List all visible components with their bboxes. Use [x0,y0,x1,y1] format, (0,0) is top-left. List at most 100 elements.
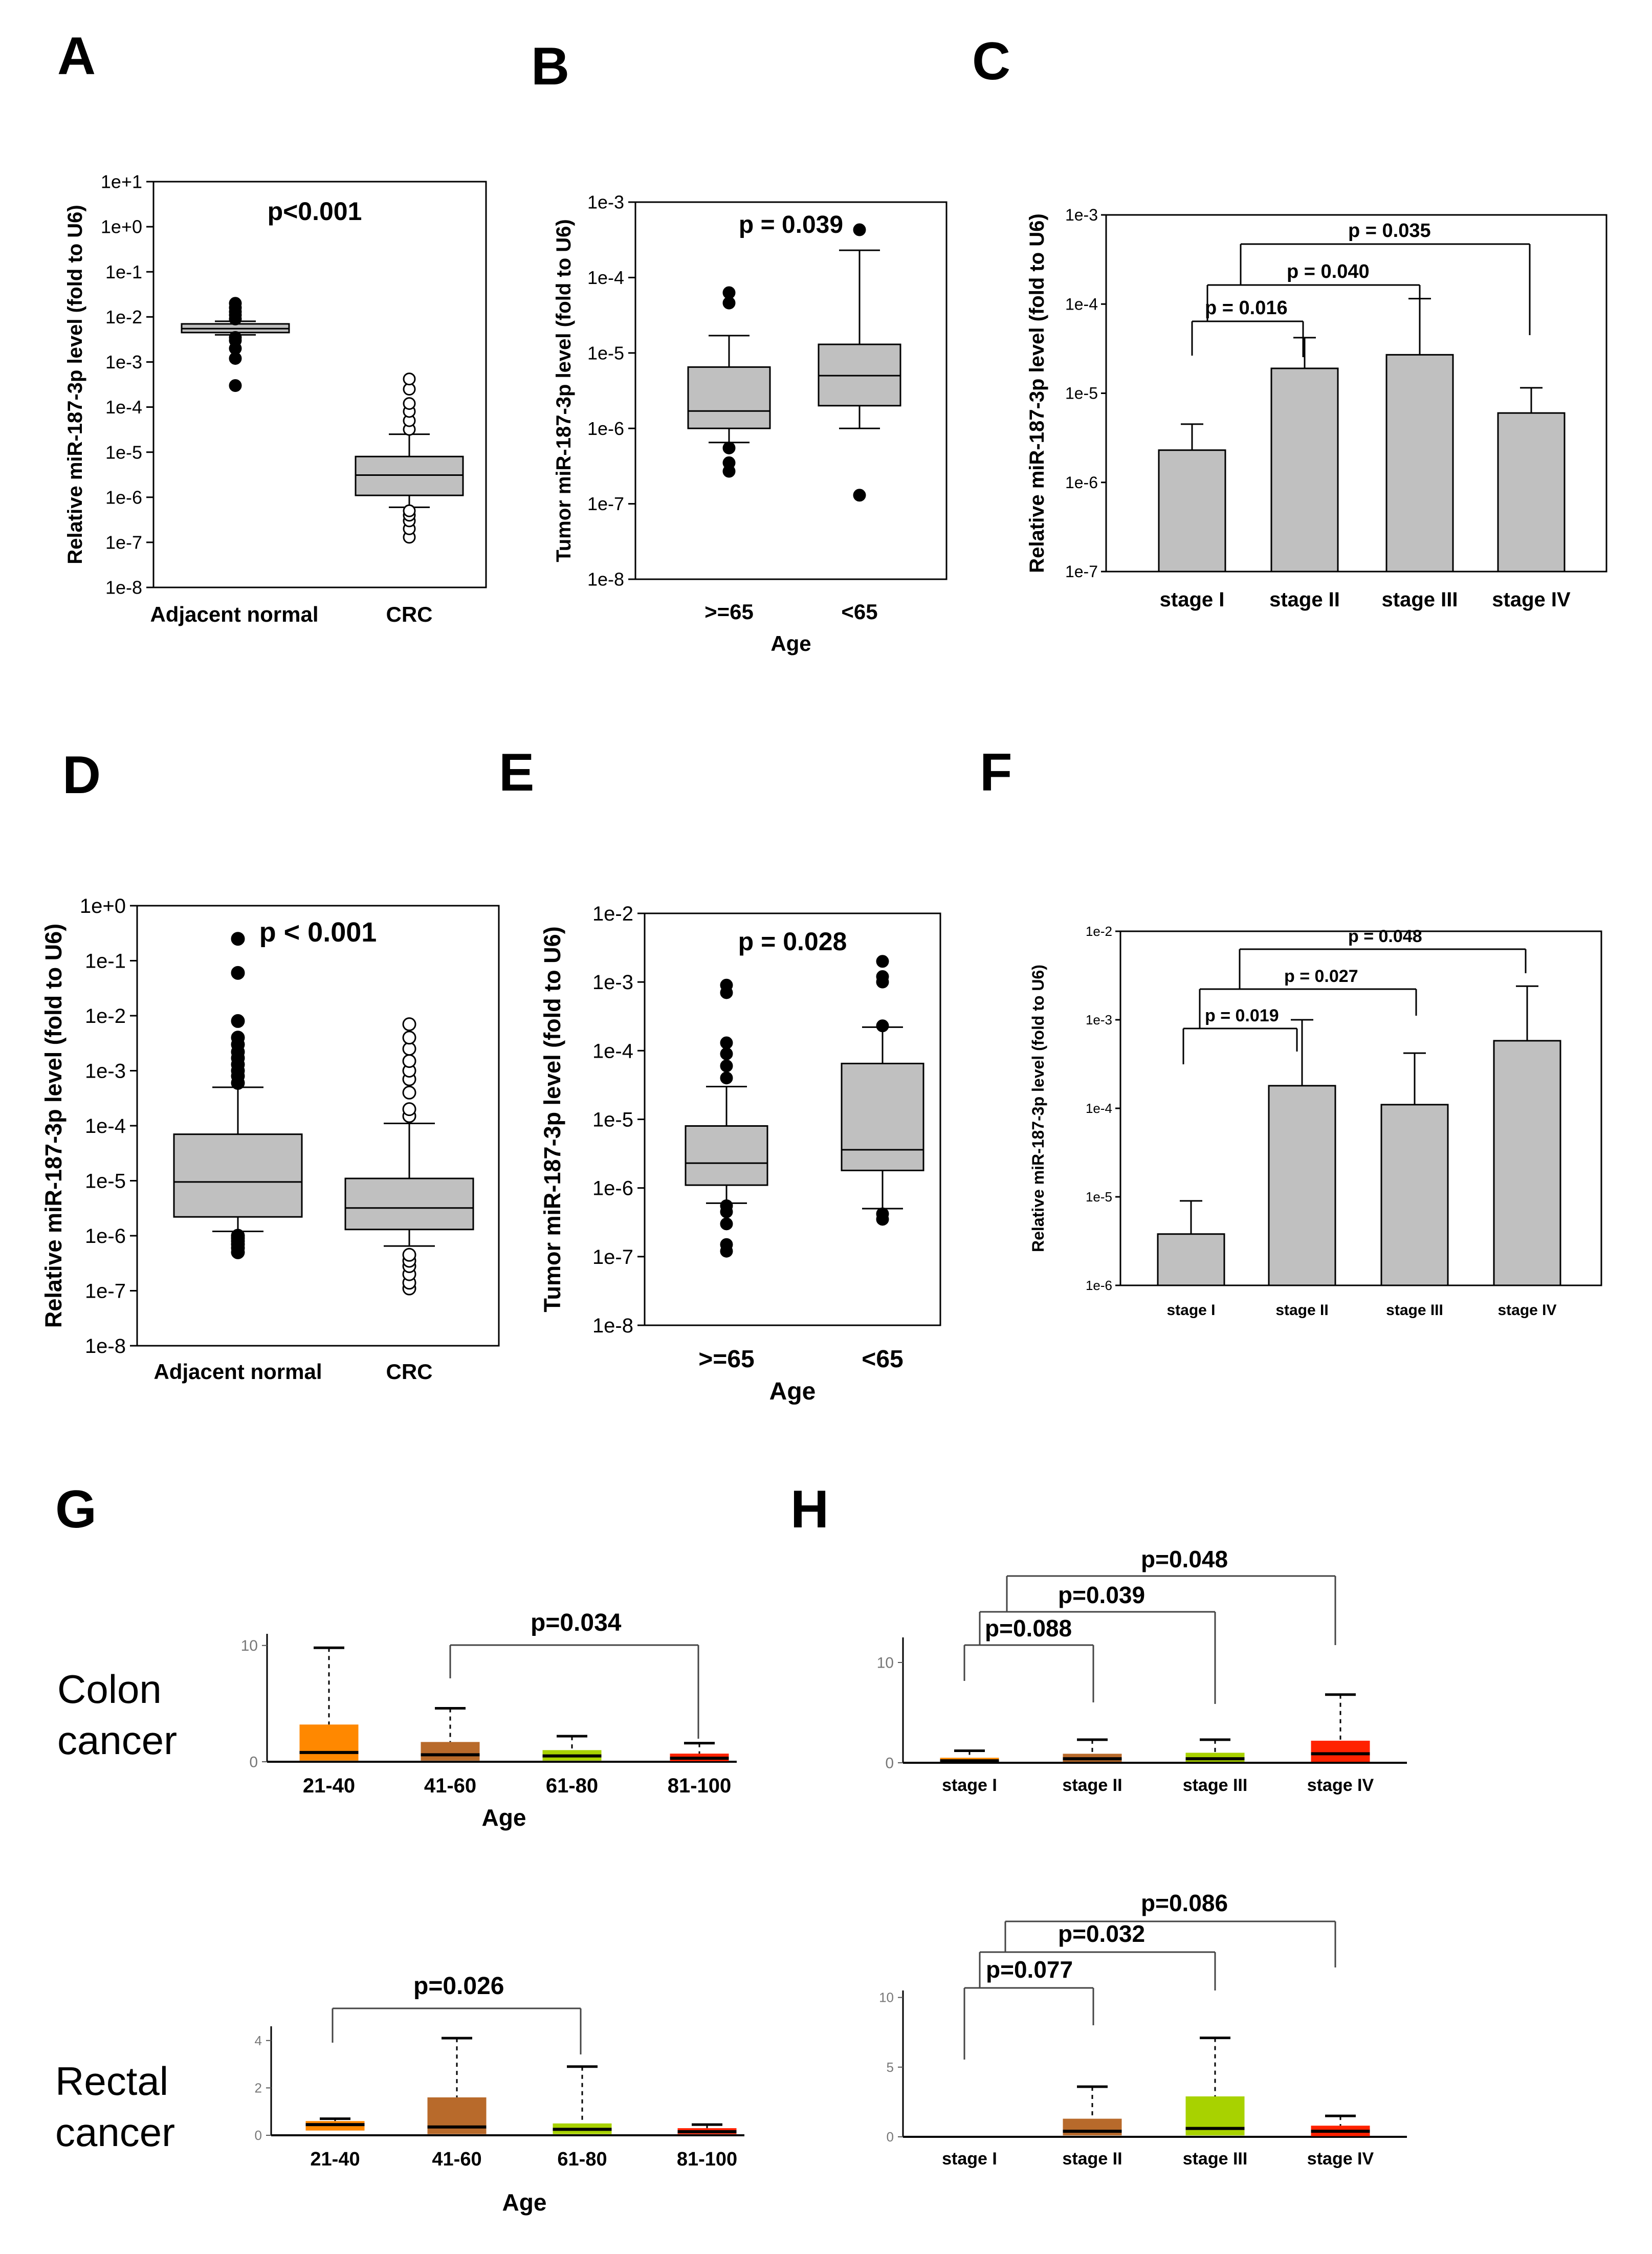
panel-b-ytick-label: 1e-8 [587,569,624,590]
panel-b-outlier [722,286,736,299]
panel-e-xlabel: Age [769,1378,816,1405]
panel-a-ytick-label: 1e+1 [101,171,142,192]
panel-g-colon-category-label: 81-100 [668,1775,732,1797]
panel-a-ytick-label: 1e-1 [105,261,142,282]
panel-label-h: H [790,1480,829,1539]
panel-e-outlier [720,1199,733,1213]
panel-d-outlier [402,1042,416,1056]
panel-h-rectal-category-label: stage IV [1307,2149,1374,2169]
panel-h-rectal-category-label: stage III [1183,2149,1248,2169]
panel-d-ytick-label: 1e-1 [85,950,126,973]
panel-g-rectal-category-label: 81-100 [677,2149,737,2170]
panel-c-category-label: stage III [1382,588,1458,611]
panel-f-comparison-label: p = 0.048 [1348,927,1422,946]
panel-h-colon-category-label: stage I [942,1776,997,1795]
panel-d-outlier [231,1229,245,1243]
panel-e-outlier [720,1238,733,1251]
panel-e-p-value: p = 0.028 [738,927,847,956]
panel-e-outlier [720,1217,733,1231]
panel-f-comparison-label: p = 0.027 [1284,967,1358,986]
panel-h-colon-comparison-label: p=0.039 [1058,1582,1145,1608]
panel-d-ytick-label: 1e-5 [85,1170,126,1193]
panel-h-colon-category-label: stage IV [1307,1776,1374,1795]
panel-a-category-label: CRC [386,602,433,626]
panel-e-outlier [876,955,889,968]
panel-a-outlier [229,297,242,310]
panel-g-colon-comparison-label: p=0.034 [531,1609,622,1636]
panel-d-ytick-label: 1e+0 [80,895,126,917]
panel-c-ytick-label: 1e-3 [1065,206,1098,224]
panel-d-outlier [402,1085,416,1100]
panel-a-box [355,455,464,496]
row-label-colon-1: Colon [57,1667,162,1712]
panel-c-comparison-label: p = 0.035 [1348,220,1431,242]
panel-c-category-label: stage II [1269,588,1340,611]
panel-f-ytick-label: 1e-5 [1086,1189,1112,1205]
panel-b-ylabel: Tumor miR-187-3p level (fold to U6) [553,219,575,562]
panel-a-category-label: Adjacent normal [150,602,318,626]
panel-b-ytick-label: 1e-7 [587,493,624,514]
panel-h-rectal-ytick-label: 0 [887,2129,894,2144]
panel-b-xlabel: Age [770,631,811,655]
panel-f-bar [1268,1085,1336,1286]
panel-e-ytick-label: 1e-3 [592,971,633,994]
panel-label-e: E [499,743,534,802]
panel-d-outlier [231,1031,245,1045]
panel-d-category-label: CRC [386,1360,433,1384]
panel-b-category-label: <65 [841,600,877,624]
panel-e-ylabel: Tumor miR-187-3p level (fold to U6) [539,926,565,1312]
panel-f-ylabel: Relative miR-187-3p level (fold to U6) [1029,965,1047,1252]
panel-g-rectal-ytick-label: 0 [255,2128,262,2143]
panel-f-ytick-label: 1e-4 [1086,1101,1112,1116]
row-label-colon-2: cancer [57,1718,177,1763]
panel-d-ytick-label: 1e-8 [85,1335,126,1358]
panel-e-ytick-label: 1e-8 [592,1315,633,1337]
panel-b-outlier [853,489,866,502]
panel-h-rectal-ytick-label: 5 [887,2060,894,2075]
panel-e-outlier [720,1059,733,1073]
panel-h-rectal-ytick-label: 10 [879,1990,894,2005]
panel-g-rectal-box [427,2097,487,2134]
panel-d-frame [136,905,500,1347]
panel-d-outlier [231,932,245,946]
panel-e-ytick-label: 1e-6 [592,1177,633,1200]
panel-label-b: B [531,37,569,96]
panel-b-ytick-label: 1e-5 [587,342,624,363]
panel-a-ytick-label: 1e-8 [105,577,142,598]
panel-h-rectal-comparison-label: p=0.077 [986,1956,1073,1983]
panel-c-ytick-label: 1e-7 [1065,562,1098,581]
row-label-rectal-1: Rectal [55,2059,168,2104]
panel-c-ytick-label: 1e-4 [1065,295,1098,313]
panel-b-box [687,366,771,429]
panel-d-outlier [402,1054,416,1068]
panel-g-colon-ytick-label: 10 [241,1637,258,1654]
panel-a-outlier [229,379,242,392]
panel-g-rectal-category-label: 61-80 [557,2149,607,2170]
panel-e-outlier [720,978,733,992]
panel-e-outlier [720,1047,733,1060]
panel-f-bar [1380,1104,1449,1286]
panel-b-outlier [722,456,736,469]
panel-e-outlier [720,1036,733,1049]
panel-e-category-label: <65 [862,1346,903,1373]
panel-f-category-label: stage II [1275,1302,1328,1319]
panel-c-category-label: stage I [1160,588,1225,611]
panel-a-outlier [403,397,416,410]
panel-g-rectal-category-label: 41-60 [432,2149,481,2170]
panel-d-ytick-label: 1e-7 [85,1280,126,1303]
panel-e-outlier [876,970,889,983]
panel-a-outlier [229,331,242,344]
panel-b-ytick-label: 1e-6 [587,418,624,439]
panel-b-ytick-label: 1e-3 [587,192,624,213]
panel-h-colon-box [1311,1740,1370,1762]
panel-a-outlier [403,373,416,386]
panel-h-rectal-comparison-label: p=0.086 [1141,1890,1228,1916]
panel-h-colon-category-label: stage II [1062,1776,1122,1795]
panel-g-rectal-ytick-label: 2 [255,2080,262,2095]
panel-a-ytick-label: 1e+0 [101,216,142,237]
panel-f-category-label: stage III [1386,1302,1443,1319]
panel-e-category-label: >=65 [698,1346,754,1373]
panel-f-bar [1157,1233,1225,1286]
panel-d-ytick-label: 1e-6 [85,1225,126,1248]
